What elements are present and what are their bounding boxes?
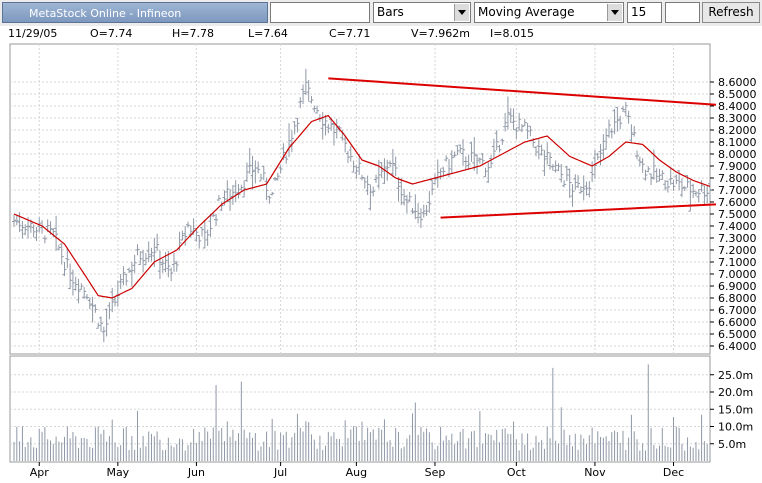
ohlc-readout: 11/29/05 O=7.74 H=7.78 L=7.64 C=7.71 V=7… bbox=[0, 27, 762, 41]
toolbar: MetaStock Online - Infineon Bars Moving … bbox=[0, 0, 762, 26]
x-tick-label: Oct bbox=[507, 466, 527, 479]
y-tick-label: 20.0m bbox=[718, 386, 753, 399]
y-tick-label: 8.1000 bbox=[718, 136, 757, 149]
x-tick-label: Dec bbox=[663, 466, 684, 479]
moving-average-line bbox=[13, 114, 711, 299]
x-tick-label: Sep bbox=[425, 466, 446, 479]
y-tick-label: 8.3000 bbox=[718, 112, 757, 125]
x-tick-label: Jul bbox=[273, 466, 287, 479]
indicator-value: Moving Average bbox=[478, 5, 575, 19]
y-tick-label: 7.0000 bbox=[718, 268, 757, 281]
trendline bbox=[440, 203, 717, 219]
y-tick-label: 7.1000 bbox=[718, 256, 757, 269]
y-tick-label: 6.5000 bbox=[718, 328, 757, 341]
readout-close: C=7.71 bbox=[329, 27, 371, 40]
y-tick-label: 7.8000 bbox=[718, 172, 757, 185]
chart-style-select[interactable]: Bars bbox=[373, 2, 471, 23]
y-tick-label: 6.4000 bbox=[718, 340, 757, 353]
chevron-down-icon[interactable] bbox=[454, 4, 469, 21]
y-tick-label: 8.4000 bbox=[718, 100, 757, 113]
readout-low: L=7.64 bbox=[248, 27, 288, 40]
period-input[interactable]: 15 bbox=[627, 2, 662, 23]
x-tick-label: Aug bbox=[346, 466, 367, 479]
y-tick-label: 8.0000 bbox=[718, 148, 757, 161]
chart-style-value: Bars bbox=[377, 5, 404, 19]
window-title: MetaStock Online - Infineon bbox=[2, 2, 268, 23]
y-tick-label: 8.6000 bbox=[718, 76, 757, 89]
x-tick-label: Apr bbox=[30, 466, 50, 479]
y-tick-label: 8.5000 bbox=[718, 88, 757, 101]
y-tick-label: 7.5000 bbox=[718, 208, 757, 221]
y-tick-label: 6.7000 bbox=[718, 304, 757, 317]
symbol-input[interactable] bbox=[270, 2, 370, 23]
y-tick-label: 7.3000 bbox=[718, 232, 757, 245]
indicator-select[interactable]: Moving Average bbox=[474, 2, 624, 23]
y-tick-label: 25.0m bbox=[718, 369, 753, 382]
x-tick-label: Jun bbox=[187, 466, 205, 479]
readout-high: H=7.78 bbox=[172, 27, 214, 40]
y-tick-label: 7.4000 bbox=[718, 220, 757, 233]
y-tick-label: 15.0m bbox=[718, 403, 753, 416]
extra-input[interactable] bbox=[665, 2, 700, 23]
y-tick-label: 6.9000 bbox=[718, 280, 757, 293]
x-tick-label: Nov bbox=[584, 466, 606, 479]
refresh-button[interactable]: Refresh bbox=[702, 2, 760, 23]
x-tick-label: May bbox=[106, 466, 129, 479]
y-tick-label: 8.2000 bbox=[718, 124, 757, 137]
y-tick-label: 5.0m bbox=[718, 438, 746, 451]
readout-date: 11/29/05 bbox=[8, 27, 58, 40]
y-tick-label: 10.0m bbox=[718, 421, 753, 434]
y-tick-label: 7.2000 bbox=[718, 244, 757, 257]
y-tick-label: 6.6000 bbox=[718, 316, 757, 329]
trendline bbox=[328, 77, 717, 106]
y-tick-label: 7.9000 bbox=[718, 160, 757, 173]
y-tick-label: 7.6000 bbox=[718, 196, 757, 209]
y-tick-label: 7.7000 bbox=[718, 184, 757, 197]
readout-open: O=7.74 bbox=[90, 27, 133, 40]
readout-interest: I=8.015 bbox=[490, 27, 534, 40]
chevron-down-icon[interactable] bbox=[607, 4, 622, 21]
y-tick-label: 6.8000 bbox=[718, 292, 757, 305]
readout-volume: V=7.962m bbox=[411, 27, 470, 40]
price-panel bbox=[9, 43, 711, 355]
